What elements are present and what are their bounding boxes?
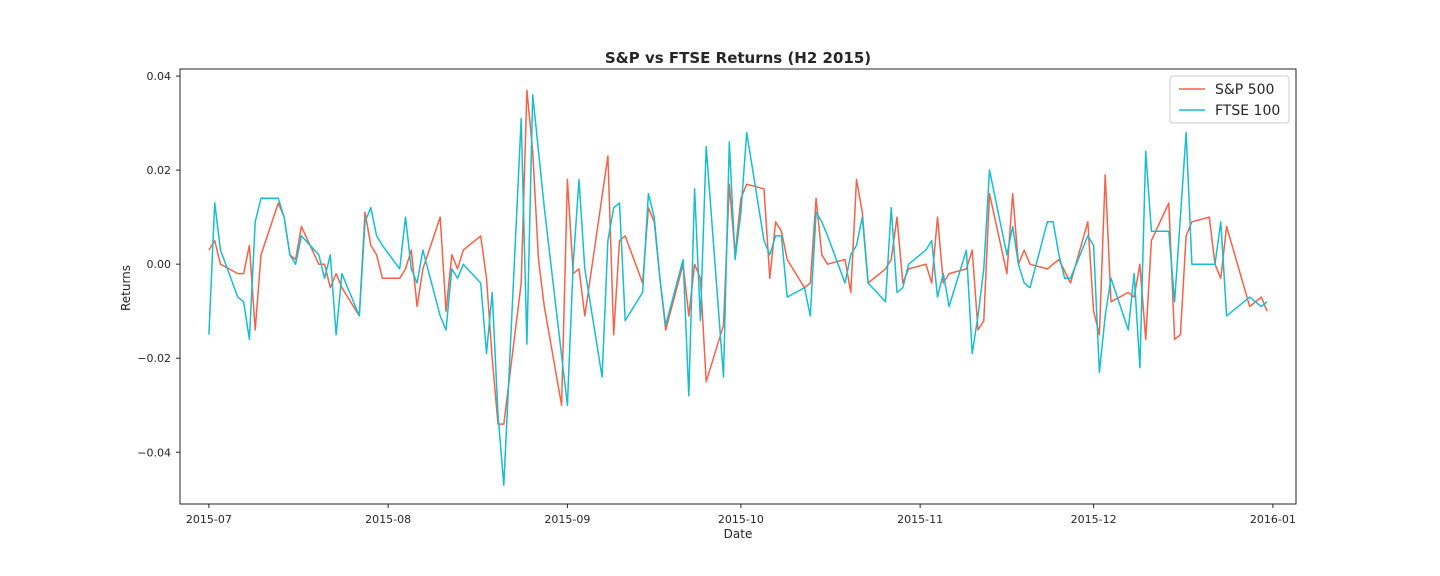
x-tick-label: 2016-01 (1250, 513, 1296, 526)
chart-title: S&P vs FTSE Returns (H2 2015) (605, 49, 871, 67)
y-axis-label: Returns (119, 265, 133, 311)
y-tick-label: 0.00 (147, 258, 172, 271)
x-tick-label: 2015-07 (186, 513, 232, 526)
x-tick-label: 2015-08 (365, 513, 411, 526)
x-tick-label: 2015-11 (897, 513, 943, 526)
y-tick-label: 0.04 (147, 70, 172, 83)
legend-label-sp500: S&P 500 (1215, 82, 1274, 98)
axes-frame (179, 68, 1297, 505)
plot-area (208, 89, 1268, 486)
legend-label-ftse100: FTSE 100 (1215, 103, 1280, 119)
x-axis: 2015-07 2015-08 2015-09 2015-10 2015-11 2015-… (186, 504, 1296, 526)
y-axis: 0.04 0.02 0.00 −0.02 −0.04 (137, 70, 180, 459)
legend: S&P 500 FTSE 100 (1169, 75, 1290, 124)
legend-box (1169, 75, 1290, 124)
x-axis-label: Date (724, 527, 753, 541)
x-tick-label: 2015-12 (1071, 513, 1117, 526)
x-tick-label: 2015-09 (544, 513, 590, 526)
y-tick-label: −0.04 (137, 446, 171, 459)
series-line-ftse100 (208, 94, 1268, 486)
y-tick-label: −0.02 (137, 352, 171, 365)
y-tick-label: 0.02 (147, 164, 172, 177)
x-tick-label: 2015-10 (718, 513, 764, 526)
